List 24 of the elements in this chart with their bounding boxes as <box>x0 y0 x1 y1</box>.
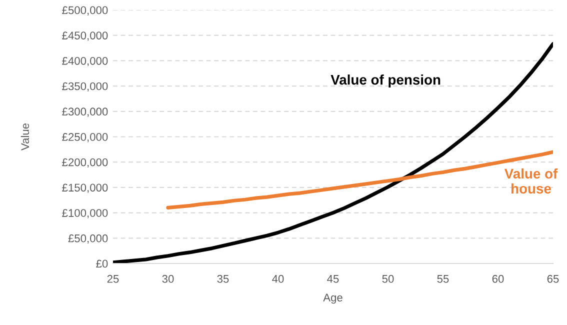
x-tick-label: 25 <box>107 274 119 283</box>
x-tick-label: 55 <box>437 275 449 283</box>
x-tick-label: 45 <box>327 275 339 283</box>
x-tick-label: 60 <box>492 274 504 283</box>
y-tick-label: £250,000 <box>62 133 108 142</box>
y-tick-label: £200,000 <box>62 158 108 168</box>
x-tick-label: 40 <box>272 274 284 283</box>
y-axis-title: Value <box>20 123 30 150</box>
y-tick-label: £350,000 <box>62 82 108 92</box>
y-tick-label: £500,000 <box>62 6 108 16</box>
y-tick-label: £150,000 <box>62 184 108 193</box>
y-tick-label: £450,000 <box>62 32 108 41</box>
text: Value of pension <box>330 74 440 88</box>
y-tick-label: £400,000 <box>62 56 108 66</box>
y-tick-label: £300,000 <box>62 108 108 117</box>
x-tick-label: 30 <box>162 274 174 283</box>
x-tick-label: 65 <box>547 274 559 283</box>
x-axis-title: Age <box>323 294 342 304</box>
y-tick-label: £100,000 <box>62 209 108 218</box>
x-tick-label: 35 <box>217 274 229 283</box>
x-tick-label: 50 <box>382 274 394 283</box>
y-tick-label: £50,000 <box>68 234 108 244</box>
y-tick-label: £0 <box>96 260 108 268</box>
series-label: Value of house <box>504 168 558 194</box>
